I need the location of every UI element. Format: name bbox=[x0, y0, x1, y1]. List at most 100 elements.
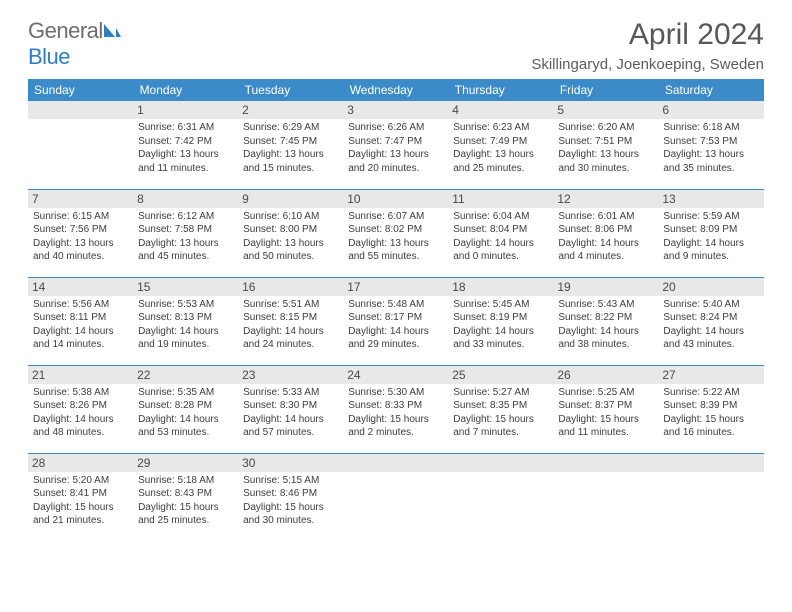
logo-text: GeneralBlue bbox=[28, 18, 121, 70]
month-title: April 2024 bbox=[531, 18, 764, 52]
sunset-text: Sunset: 8:17 PM bbox=[348, 311, 443, 325]
day-info: Sunrise: 5:18 AMSunset: 8:43 PMDaylight:… bbox=[138, 474, 233, 528]
sunrise-text: Sunrise: 5:53 AM bbox=[138, 298, 233, 312]
daylight-text: Daylight: 14 hours and 53 minutes. bbox=[138, 413, 233, 440]
calendar-day-cell: 8 Sunrise: 6:12 AMSunset: 7:58 PMDaylight… bbox=[133, 189, 238, 277]
sunset-text: Sunset: 7:53 PM bbox=[663, 135, 758, 149]
weekday-header: Monday bbox=[133, 79, 238, 101]
sunrise-text: Sunrise: 5:15 AM bbox=[243, 474, 338, 488]
sunrise-text: Sunrise: 6:15 AM bbox=[33, 210, 128, 224]
calendar-day-cell: 29Sunrise: 5:18 AMSunset: 8:43 PMDayligh… bbox=[133, 453, 238, 541]
daylight-text: Daylight: 15 hours and 2 minutes. bbox=[348, 413, 443, 440]
day-info: Sunrise: 5:48 AMSunset: 8:17 PMDaylight:… bbox=[348, 298, 443, 352]
day-info: Sunrise: 5:33 AMSunset: 8:30 PMDaylight:… bbox=[243, 386, 338, 440]
daylight-text: Daylight: 13 hours and 25 minutes. bbox=[453, 148, 548, 175]
day-number-empty bbox=[28, 101, 133, 119]
calendar-day-cell bbox=[658, 453, 763, 541]
day-info: Sunrise: 5:40 AMSunset: 8:24 PMDaylight:… bbox=[663, 298, 758, 352]
calendar-day-cell: 25Sunrise: 5:27 AMSunset: 8:35 PMDayligh… bbox=[448, 365, 553, 453]
sunrise-text: Sunrise: 5:25 AM bbox=[558, 386, 653, 400]
day-number: 8 bbox=[133, 190, 238, 208]
sunrise-text: Sunrise: 6:29 AM bbox=[243, 121, 338, 135]
sunrise-text: Sunrise: 6:12 AM bbox=[138, 210, 233, 224]
sunset-text: Sunset: 7:49 PM bbox=[453, 135, 548, 149]
calendar-day-cell bbox=[448, 453, 553, 541]
day-number: 28 bbox=[28, 454, 133, 472]
calendar-day-cell: 13 Sunrise: 5:59 AMSunset: 8:09 PMDayligh… bbox=[658, 189, 763, 277]
sunrise-text: Sunrise: 6:18 AM bbox=[663, 121, 758, 135]
sunset-text: Sunset: 8:39 PM bbox=[663, 399, 758, 413]
sunset-text: Sunset: 8:24 PM bbox=[663, 311, 758, 325]
sunset-text: Sunset: 8:19 PM bbox=[453, 311, 548, 325]
sunset-text: Sunset: 8:13 PM bbox=[138, 311, 233, 325]
day-info: Sunrise: 6:01 AMSunset: 8:06 PMDaylight:… bbox=[558, 210, 653, 264]
sunset-text: Sunset: 8:22 PM bbox=[558, 311, 653, 325]
day-info: Sunrise: 6:10 AMSunset: 8:00 PMDaylight:… bbox=[243, 210, 338, 264]
sunrise-text: Sunrise: 5:56 AM bbox=[33, 298, 128, 312]
day-number: 25 bbox=[448, 366, 553, 384]
daylight-text: Daylight: 14 hours and 43 minutes. bbox=[663, 325, 758, 352]
sunrise-text: Sunrise: 5:40 AM bbox=[663, 298, 758, 312]
calendar-day-cell: 30 Sunrise: 5:15 AMSunset: 8:46 PMDayligh… bbox=[238, 453, 343, 541]
day-number: 19 bbox=[553, 278, 658, 296]
daylight-text: Daylight: 13 hours and 55 minutes. bbox=[348, 237, 443, 264]
daylight-text: Daylight: 14 hours and 9 minutes. bbox=[663, 237, 758, 264]
calendar-day-cell: 20 Sunrise: 5:40 AMSunset: 8:24 PMDayligh… bbox=[658, 277, 763, 365]
day-number: 9 bbox=[238, 190, 343, 208]
day-info: Sunrise: 6:23 AMSunset: 7:49 PMDaylight:… bbox=[453, 121, 548, 175]
calendar-day-cell bbox=[28, 101, 133, 189]
weekday-header: Sunday bbox=[28, 79, 133, 101]
daylight-text: Daylight: 15 hours and 16 minutes. bbox=[663, 413, 758, 440]
sunrise-text: Sunrise: 6:26 AM bbox=[348, 121, 443, 135]
calendar-week-row: 28Sunrise: 5:20 AMSunset: 8:41 PMDayligh… bbox=[28, 453, 764, 541]
day-info: Sunrise: 6:07 AMSunset: 8:02 PMDaylight:… bbox=[348, 210, 443, 264]
calendar-day-cell: 27Sunrise: 5:22 AMSunset: 8:39 PMDayligh… bbox=[658, 365, 763, 453]
day-number: 18 bbox=[448, 278, 553, 296]
calendar-day-cell: 16Sunrise: 5:51 AMSunset: 8:15 PMDayligh… bbox=[238, 277, 343, 365]
sunset-text: Sunset: 7:58 PM bbox=[138, 223, 233, 237]
calendar-week-row: 14Sunrise: 5:56 AMSunset: 8:11 PMDayligh… bbox=[28, 277, 764, 365]
day-number-empty bbox=[343, 454, 448, 472]
sunset-text: Sunset: 8:35 PM bbox=[453, 399, 548, 413]
day-number-empty bbox=[658, 454, 763, 472]
daylight-text: Daylight: 14 hours and 38 minutes. bbox=[558, 325, 653, 352]
sunset-text: Sunset: 8:26 PM bbox=[33, 399, 128, 413]
day-info: Sunrise: 5:22 AMSunset: 8:39 PMDaylight:… bbox=[663, 386, 758, 440]
day-number: 5 bbox=[553, 101, 658, 119]
day-info: Sunrise: 6:12 AMSunset: 7:58 PMDaylight:… bbox=[138, 210, 233, 264]
sunset-text: Sunset: 8:46 PM bbox=[243, 487, 338, 501]
day-number: 20 bbox=[658, 278, 763, 296]
day-info: Sunrise: 6:29 AMSunset: 7:45 PMDaylight:… bbox=[243, 121, 338, 175]
day-number: 30 bbox=[238, 454, 343, 472]
calendar-day-cell: 11 Sunrise: 6:04 AMSunset: 8:04 PMDayligh… bbox=[448, 189, 553, 277]
logo-part2: Blue bbox=[28, 44, 70, 69]
daylight-text: Daylight: 15 hours and 30 minutes. bbox=[243, 501, 338, 528]
calendar-day-cell: 14Sunrise: 5:56 AMSunset: 8:11 PMDayligh… bbox=[28, 277, 133, 365]
calendar-week-row: 1Sunrise: 6:31 AMSunset: 7:42 PMDaylight… bbox=[28, 101, 764, 189]
weekday-header: Thursday bbox=[448, 79, 553, 101]
sunrise-text: Sunrise: 5:18 AM bbox=[138, 474, 233, 488]
daylight-text: Daylight: 14 hours and 33 minutes. bbox=[453, 325, 548, 352]
sunrise-text: Sunrise: 6:31 AM bbox=[138, 121, 233, 135]
day-number: 3 bbox=[343, 101, 448, 119]
day-info: Sunrise: 5:59 AMSunset: 8:09 PMDaylight:… bbox=[663, 210, 758, 264]
daylight-text: Daylight: 13 hours and 40 minutes. bbox=[33, 237, 128, 264]
day-number: 16 bbox=[238, 278, 343, 296]
calendar-day-cell bbox=[553, 453, 658, 541]
daylight-text: Daylight: 15 hours and 11 minutes. bbox=[558, 413, 653, 440]
calendar-day-cell: 28Sunrise: 5:20 AMSunset: 8:41 PMDayligh… bbox=[28, 453, 133, 541]
sunset-text: Sunset: 8:28 PM bbox=[138, 399, 233, 413]
day-info: Sunrise: 6:04 AMSunset: 8:04 PMDaylight:… bbox=[453, 210, 548, 264]
sunrise-text: Sunrise: 5:38 AM bbox=[33, 386, 128, 400]
day-number: 2 bbox=[238, 101, 343, 119]
logo: GeneralBlue bbox=[28, 18, 121, 70]
calendar-day-cell: 1Sunrise: 6:31 AMSunset: 7:42 PMDaylight… bbox=[133, 101, 238, 189]
day-number: 7 bbox=[28, 190, 133, 208]
calendar-day-cell: 18Sunrise: 5:45 AMSunset: 8:19 PMDayligh… bbox=[448, 277, 553, 365]
day-number: 13 bbox=[658, 190, 763, 208]
calendar-day-cell: 7Sunrise: 6:15 AMSunset: 7:56 PMDaylight… bbox=[28, 189, 133, 277]
day-number: 11 bbox=[448, 190, 553, 208]
calendar-day-cell: 9 Sunrise: 6:10 AMSunset: 8:00 PMDaylight… bbox=[238, 189, 343, 277]
day-number: 23 bbox=[238, 366, 343, 384]
day-info: Sunrise: 5:38 AMSunset: 8:26 PMDaylight:… bbox=[33, 386, 128, 440]
